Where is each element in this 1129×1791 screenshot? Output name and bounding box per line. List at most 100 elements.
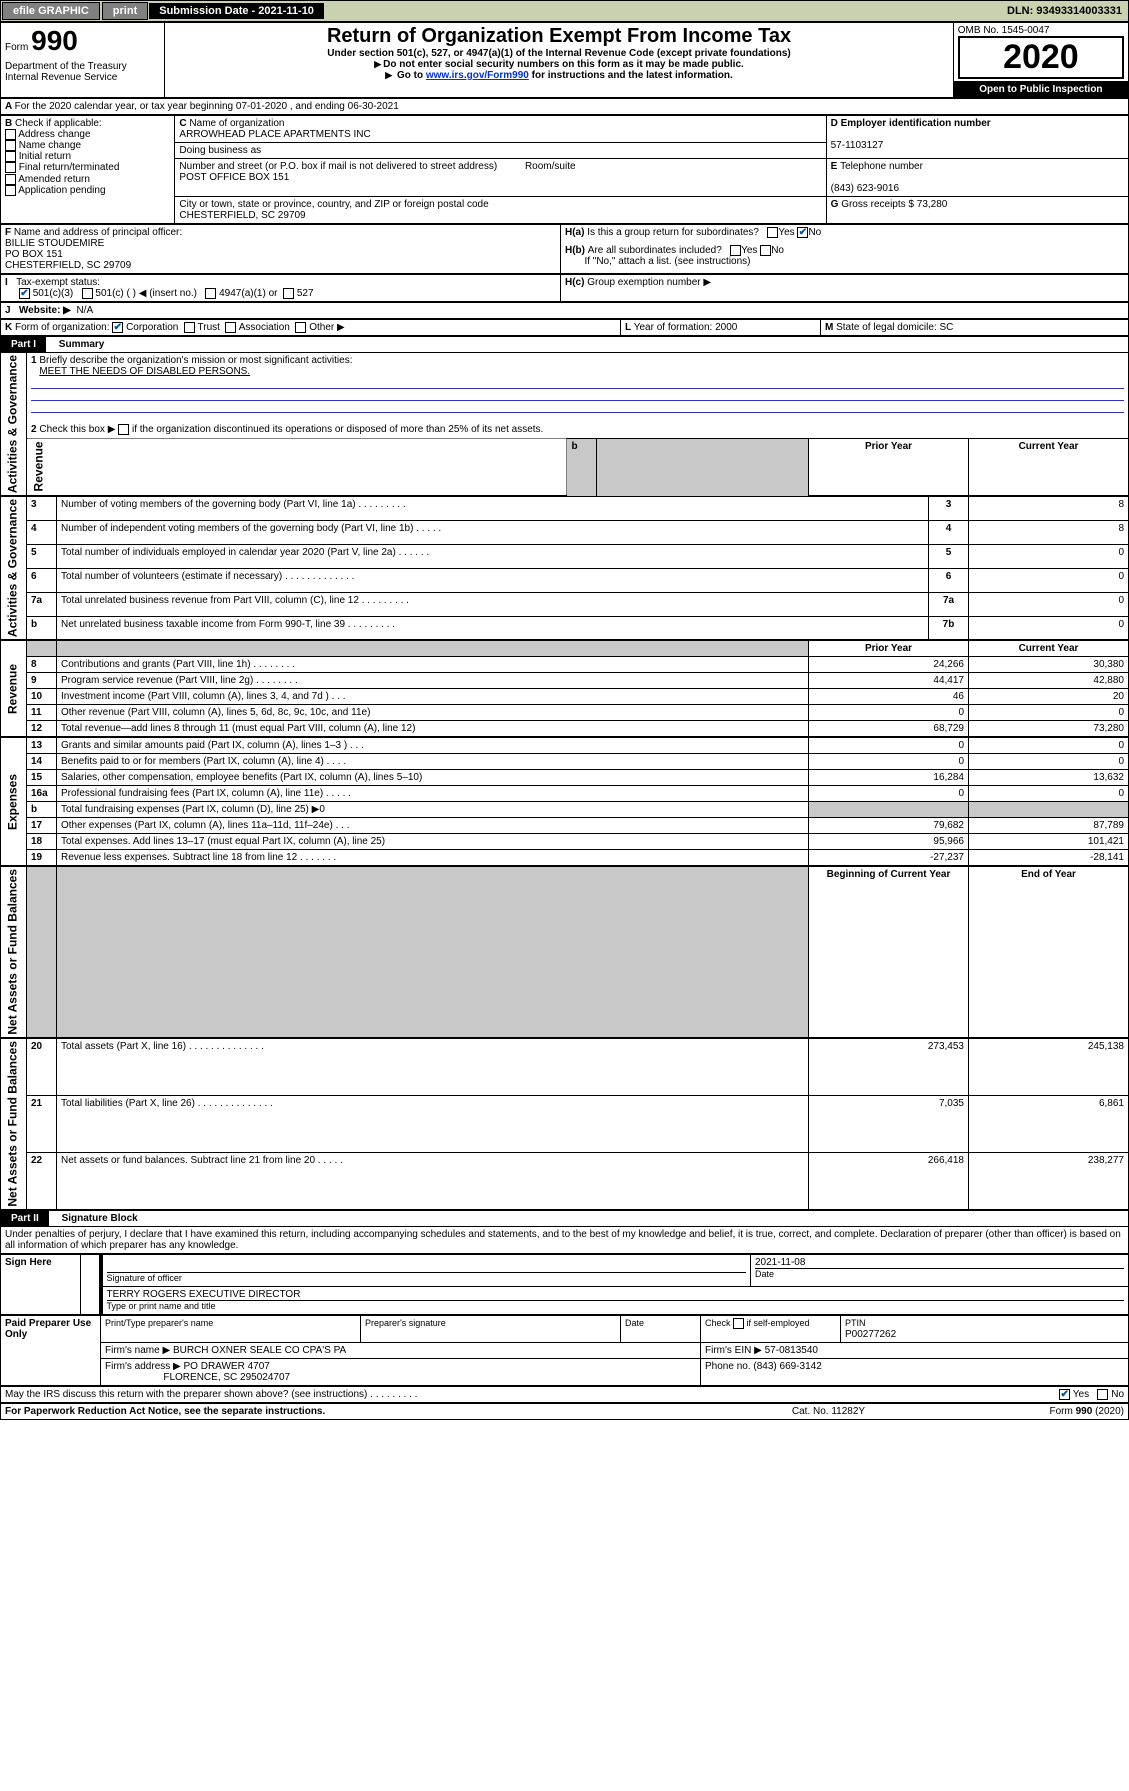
dept-treasury: Department of the Treasury Internal Reve… — [5, 61, 160, 83]
firm-phone: (843) 669-3142 — [753, 1361, 821, 1372]
side-rev: Revenue — [27, 438, 567, 495]
firm-addr: PO DRAWER 4707 — [184, 1361, 270, 1372]
revenue-table: RevenuePrior YearCurrent Year8Contributi… — [0, 640, 1129, 737]
opt-other: Other ▶ — [309, 322, 344, 333]
period-text: For the 2020 calendar year, or tax year … — [15, 101, 399, 112]
row-val: 0 — [969, 545, 1129, 569]
chk-corporation[interactable] — [112, 322, 123, 333]
row-prior: 266,418 — [809, 1152, 969, 1209]
row-text: Investment income (Part VIII, column (A)… — [57, 689, 809, 705]
hdr-end: End of Year — [969, 867, 1129, 1038]
netassets-hdr: Net Assets or Fund Balances Beginning of… — [0, 866, 1129, 1038]
row-num: 8 — [27, 657, 57, 673]
netassets-table: Net Assets or Fund Balances20Total asset… — [0, 1038, 1129, 1210]
side-gov2: Activities & Governance — [1, 497, 27, 640]
line-a-period: A For the 2020 calendar year, or tax yea… — [1, 99, 1129, 115]
row-text: Number of independent voting members of … — [57, 521, 929, 545]
b-item-3: Final return/terminated — [19, 163, 120, 174]
chk-final-return[interactable] — [5, 162, 16, 173]
chk-hb-yes[interactable] — [730, 245, 741, 256]
chk-4947[interactable] — [205, 288, 216, 299]
chk-hb-no[interactable] — [760, 245, 771, 256]
part-ii-label: Part II — [1, 1211, 49, 1226]
row-val: 8 — [969, 521, 1129, 545]
f-label: Name and address of principal officer: — [14, 227, 182, 238]
b-item-5: Application pending — [18, 185, 105, 196]
row-text: Salaries, other compensation, employee b… — [57, 770, 809, 786]
row-col: 4 — [929, 521, 969, 545]
chk-trust[interactable] — [184, 322, 195, 333]
arrow-icon — [385, 70, 394, 81]
name-title-lbl: Type or print name and title — [107, 1301, 216, 1311]
side-na2: Net Assets or Fund Balances — [1, 1039, 27, 1210]
goto-post: for instructions and the latest informat… — [532, 70, 733, 81]
i-label: Tax-exempt status: — [16, 277, 100, 288]
prep-name-lbl: Print/Type preparer's name — [105, 1318, 213, 1328]
m-label: State of legal domicile: — [836, 322, 937, 333]
row-curr: 0 — [969, 786, 1129, 802]
chk-other[interactable] — [295, 322, 306, 333]
row-curr — [969, 802, 1129, 818]
chk-discuss-yes[interactable] — [1059, 1389, 1070, 1400]
chk-discontinued[interactable] — [118, 424, 129, 435]
chk-initial-return[interactable] — [5, 151, 16, 162]
gross-receipts: 73,280 — [917, 199, 948, 210]
chk-501c[interactable] — [82, 288, 93, 299]
dln-label: DLN: 93493314003331 — [1007, 5, 1128, 17]
discuss-text: May the IRS discuss this return with the… — [5, 1389, 417, 1400]
city-state-zip: CHESTERFIELD, SC 29709 — [179, 210, 305, 221]
row-num: 10 — [27, 689, 57, 705]
b-item-4: Amended return — [18, 174, 90, 185]
row-col: 7a — [929, 592, 969, 616]
room-label: Room/suite — [525, 161, 576, 172]
row-num: 22 — [27, 1152, 57, 1209]
chk-501c3[interactable] — [19, 288, 30, 299]
chk-application-pending[interactable] — [5, 185, 16, 196]
chk-discuss-no[interactable] — [1097, 1389, 1108, 1400]
chk-ha-no[interactable] — [797, 227, 808, 238]
form-header: Form 990 Department of the Treasury Inte… — [0, 22, 1129, 98]
street-address: POST OFFICE BOX 151 — [179, 172, 289, 183]
row-curr: 20 — [969, 689, 1129, 705]
hdr-curr: Current Year — [969, 641, 1129, 657]
row-num: 4 — [27, 521, 57, 545]
b-item-1: Name change — [19, 140, 81, 151]
identity-block: B Check if applicable: Address change Na… — [0, 115, 1129, 224]
chk-self-employed[interactable] — [733, 1318, 744, 1329]
ein: 57-1103127 — [831, 140, 884, 151]
sig-date: 2021-11-08 — [755, 1257, 1124, 1269]
row-num: 16a — [27, 786, 57, 802]
row-prior: -27,237 — [809, 850, 969, 866]
row-prior: 46 — [809, 689, 969, 705]
row-curr: 0 — [969, 754, 1129, 770]
row-text: Total assets (Part X, line 16) . . . . .… — [57, 1039, 809, 1096]
row-text: Total expenses. Add lines 13–17 (must eq… — [57, 834, 809, 850]
opt-501c3: 501(c)(3) — [33, 288, 74, 299]
row-text: Program service revenue (Part VIII, line… — [57, 673, 809, 689]
chk-association[interactable] — [225, 322, 236, 333]
print-button[interactable]: print — [102, 2, 148, 20]
row-curr: 245,138 — [969, 1039, 1129, 1096]
chk-name-change[interactable] — [5, 140, 16, 151]
chk-amended[interactable] — [5, 174, 16, 185]
side-na: Net Assets or Fund Balances — [1, 867, 27, 1038]
row-curr: -28,141 — [969, 850, 1129, 866]
opt-527: 527 — [297, 288, 314, 299]
chk-address-change[interactable] — [5, 129, 16, 140]
firm-city: FLORENCE, SC 295024707 — [163, 1372, 290, 1383]
sign-here: Sign Here — [1, 1254, 81, 1314]
row-num: 15 — [27, 770, 57, 786]
officer-addr2: CHESTERFIELD, SC 29709 — [5, 260, 131, 271]
chk-ha-yes[interactable] — [767, 227, 778, 238]
form-number: 990 — [31, 25, 78, 56]
chk-527[interactable] — [283, 288, 294, 299]
open-inspection: Open to Public Inspection — [953, 82, 1128, 98]
ptin: P00277262 — [845, 1329, 896, 1340]
row-num: 12 — [27, 721, 57, 737]
form990-link[interactable]: www.irs.gov/Form990 — [426, 70, 529, 81]
row-prior: 16,284 — [809, 770, 969, 786]
row-val: 8 — [969, 497, 1129, 521]
firm-ein-lbl: Firm's EIN ▶ — [705, 1345, 762, 1356]
row-num: 18 — [27, 834, 57, 850]
row-num: 11 — [27, 705, 57, 721]
